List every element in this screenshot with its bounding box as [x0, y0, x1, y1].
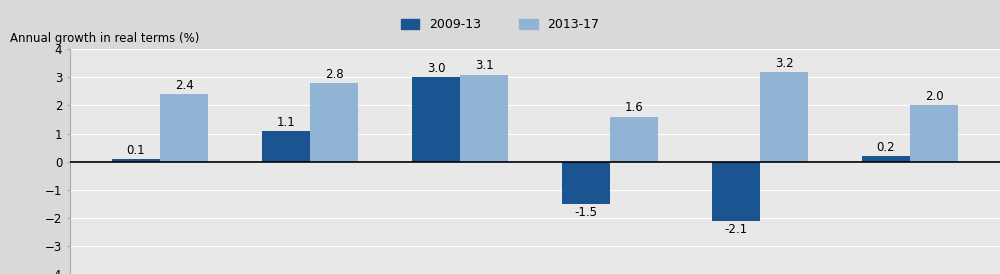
- Text: Annual growth in real terms (%): Annual growth in real terms (%): [10, 32, 199, 45]
- Text: 3.1: 3.1: [475, 59, 493, 72]
- Legend: 2009-13, 2013-17: 2009-13, 2013-17: [400, 18, 600, 31]
- Bar: [112, 159, 160, 162]
- Bar: [610, 117, 658, 162]
- Text: 3.0: 3.0: [427, 62, 445, 75]
- Text: 3.2: 3.2: [775, 56, 793, 70]
- Bar: [160, 94, 208, 162]
- Bar: [460, 75, 508, 162]
- Text: 2.0: 2.0: [925, 90, 943, 103]
- Bar: [862, 156, 910, 162]
- Bar: [760, 72, 808, 162]
- Text: 2.4: 2.4: [175, 79, 193, 92]
- Bar: [712, 162, 760, 221]
- Text: 1.1: 1.1: [277, 116, 295, 129]
- Text: 2.8: 2.8: [325, 68, 343, 81]
- Bar: [310, 83, 358, 162]
- Bar: [910, 105, 958, 162]
- Bar: [262, 131, 310, 162]
- Bar: [412, 77, 460, 162]
- Text: 1.6: 1.6: [625, 101, 643, 115]
- Text: 0.1: 0.1: [127, 144, 145, 157]
- Bar: [562, 162, 610, 204]
- Text: 0.2: 0.2: [877, 141, 895, 154]
- Text: -1.5: -1.5: [574, 206, 598, 219]
- Text: -2.1: -2.1: [724, 223, 748, 236]
